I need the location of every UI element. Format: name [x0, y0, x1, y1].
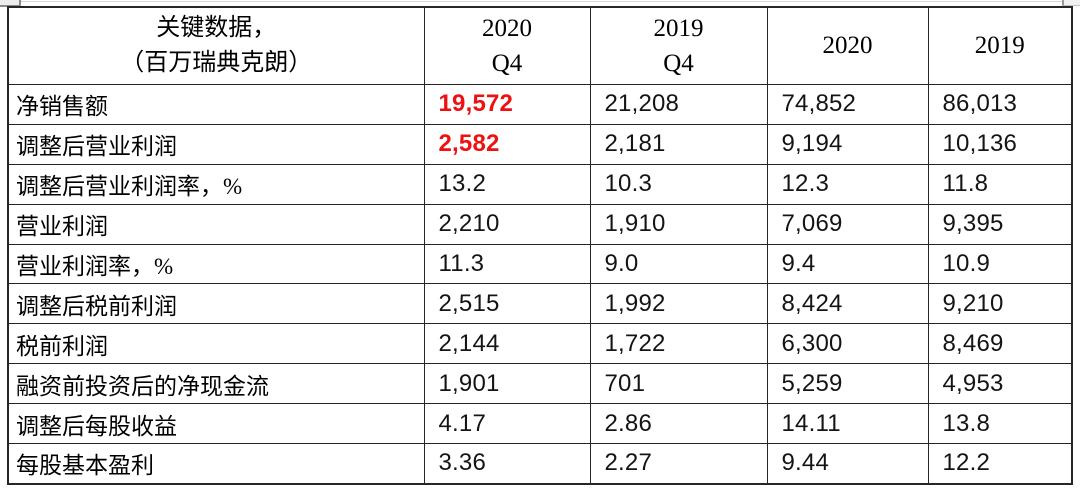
- value-2020-full: 9.4: [766, 243, 929, 285]
- value-2020-q4: 2,515: [423, 283, 591, 325]
- value-2020-full: 12.3: [766, 163, 929, 205]
- table-row: 每股基本盈利 3.36 2.27 9.44 12.2: [7, 443, 1073, 485]
- table-row: 营业利润率，% 11.3 9.0 9.4 10.9: [7, 243, 1073, 285]
- value-2020-q4: 19,572: [423, 84, 591, 125]
- row-label: 净销售额: [7, 84, 425, 125]
- key-data-table: 关键数据， （百万瑞典克朗） 2020 Q4 2019 Q4 2020 2019…: [7, 6, 1073, 485]
- value-2020-q4: 2,144: [423, 323, 591, 365]
- table-row: 调整后营业利润 2,582 2,181 9,194 10,136: [7, 123, 1073, 165]
- value-2019-q4: 2.86: [589, 403, 768, 445]
- table-row: 调整后税前利润 2,515 1,992 8,424 9,210: [7, 283, 1073, 325]
- row-label: 营业利润: [7, 203, 425, 245]
- value-2019-full: 86,013: [927, 84, 1073, 125]
- row-label: 税前利润: [7, 323, 425, 365]
- row-label: 调整后营业利润率，%: [7, 163, 425, 205]
- value-2019-full: 9,395: [927, 203, 1073, 245]
- table-row: 税前利润 2,144 1,722 6,300 8,469: [7, 323, 1073, 365]
- header-metric: 关键数据， （百万瑞典克朗）: [7, 6, 425, 85]
- value-2019-full: 11.8: [927, 163, 1073, 205]
- value-2019-full: 10.9: [927, 243, 1073, 285]
- value-2019-q4: 9.0: [589, 243, 768, 285]
- value-2019-full: 9,210: [927, 283, 1073, 325]
- value-2019-q4: 2,181: [589, 123, 768, 165]
- value-2020-full: 8,424: [766, 283, 929, 325]
- header-2019-fy: 2019: [927, 6, 1073, 85]
- header-2019-q4-year: 2019: [653, 15, 704, 42]
- table-row: 净销售额 19,572 21,208 74,852 86,013: [7, 84, 1073, 125]
- value-2019-full: 10,136: [927, 123, 1073, 165]
- value-2019-full: 8,469: [927, 323, 1073, 365]
- value-2019-q4: 1,722: [589, 323, 768, 365]
- header-2020-q4: 2020 Q4: [423, 6, 591, 85]
- value-2020-q4: 4.17: [423, 403, 591, 445]
- header-metric-line2: （百万瑞典克朗）: [120, 50, 313, 76]
- row-label: 每股基本盈利: [7, 443, 425, 485]
- value-2020-q4: 2,210: [423, 203, 591, 245]
- value-2020-q4: 3.36: [423, 443, 591, 485]
- value-2020-full: 9.44: [766, 443, 929, 485]
- row-label: 调整后每股收益: [7, 403, 425, 445]
- table-row: 融资前投资后的净现金流 1,901 701 5,259 4,953: [7, 363, 1073, 405]
- row-label: 营业利润率，%: [7, 243, 425, 285]
- value-2019-q4: 21,208: [589, 84, 768, 125]
- header-2019-q4-quarter: Q4: [663, 50, 694, 77]
- value-2020-q4: 1,901: [423, 363, 591, 405]
- table-row: 调整后每股收益 4.17 2.86 14.11 13.8: [7, 403, 1073, 445]
- crop-artifact-topline: [0, 1, 1080, 2]
- value-2019-q4: 2.27: [589, 443, 768, 485]
- row-label: 调整后营业利润: [7, 123, 425, 165]
- header-row: 关键数据， （百万瑞典克朗） 2020 Q4 2019 Q4 2020 2019: [7, 6, 1073, 85]
- header-2020-q4-quarter: Q4: [491, 50, 523, 77]
- value-2020-full: 7,069: [766, 203, 929, 245]
- value-2019-q4: 10.3: [589, 163, 768, 205]
- value-2020-full: 5,259: [766, 363, 929, 405]
- header-2020-fy: 2020: [766, 6, 929, 85]
- row-label: 融资前投资后的净现金流: [7, 363, 425, 405]
- value-2020-full: 14.11: [766, 403, 929, 445]
- row-label: 调整后税前利润: [7, 283, 425, 325]
- value-2019-q4: 1,992: [589, 283, 768, 325]
- value-2019-full: 4,953: [927, 363, 1073, 405]
- crop-artifact-right: [1062, 0, 1080, 6]
- value-2020-q4: 11.3: [423, 243, 591, 285]
- header-2020-q4-year: 2020: [482, 15, 532, 42]
- value-2020-q4: 2,582: [423, 123, 591, 165]
- value-2019-full: 13.8: [927, 403, 1073, 445]
- header-metric-line1: 关键数据，: [156, 15, 277, 41]
- value-2020-full: 9,194: [766, 123, 929, 165]
- value-2019-q4: 701: [589, 363, 768, 405]
- table-row: 营业利润 2,210 1,910 7,069 9,395: [7, 203, 1073, 245]
- value-2020-q4: 13.2: [423, 163, 591, 205]
- header-2019-q4: 2019 Q4: [589, 6, 768, 85]
- value-2020-full: 6,300: [766, 323, 929, 365]
- table-row: 调整后营业利润率，% 13.2 10.3 12.3 11.8: [7, 163, 1073, 205]
- value-2020-full: 74,852: [766, 84, 929, 125]
- value-2019-q4: 1,910: [589, 203, 768, 245]
- value-2019-full: 12.2: [927, 443, 1073, 485]
